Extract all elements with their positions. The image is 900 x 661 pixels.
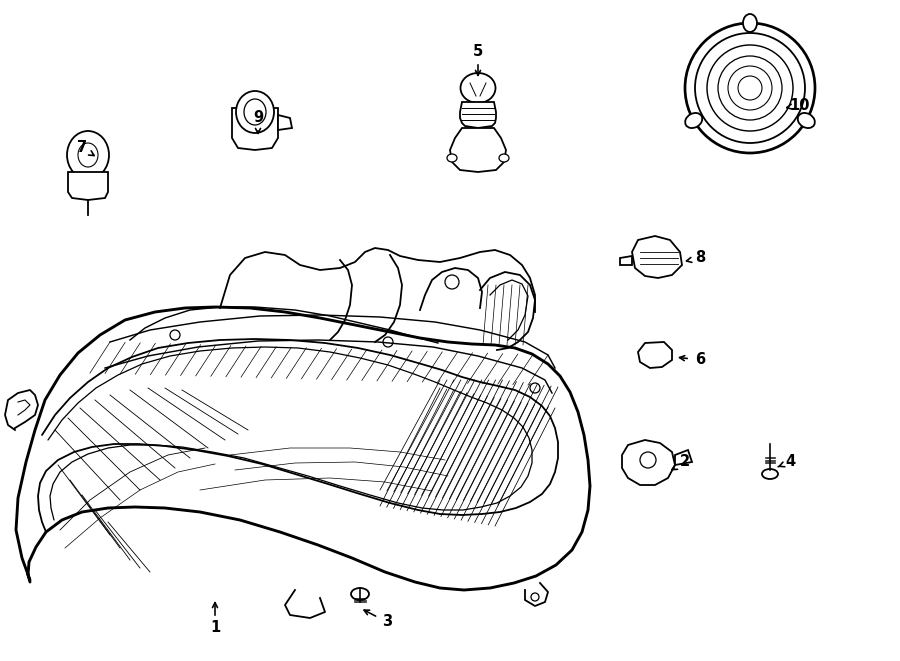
- Ellipse shape: [762, 469, 778, 479]
- Ellipse shape: [797, 113, 814, 128]
- Ellipse shape: [236, 91, 274, 133]
- Ellipse shape: [447, 154, 457, 162]
- Text: 2: 2: [680, 455, 690, 469]
- Polygon shape: [450, 128, 506, 172]
- Polygon shape: [460, 102, 496, 128]
- Text: 9: 9: [253, 110, 263, 126]
- Ellipse shape: [351, 588, 369, 600]
- Polygon shape: [232, 108, 278, 150]
- Ellipse shape: [685, 113, 702, 128]
- Text: 6: 6: [695, 352, 705, 368]
- Text: 8: 8: [695, 251, 705, 266]
- Polygon shape: [68, 172, 108, 200]
- Text: 1: 1: [210, 621, 220, 635]
- Ellipse shape: [67, 131, 109, 179]
- Text: 5: 5: [472, 44, 483, 59]
- Ellipse shape: [499, 154, 509, 162]
- Text: 7: 7: [76, 141, 87, 155]
- Ellipse shape: [743, 14, 757, 32]
- Polygon shape: [675, 450, 692, 465]
- Text: 4: 4: [785, 455, 795, 469]
- Polygon shape: [278, 115, 292, 130]
- Polygon shape: [632, 236, 682, 278]
- Circle shape: [685, 23, 815, 153]
- Text: 3: 3: [382, 615, 392, 629]
- Polygon shape: [638, 342, 672, 368]
- Polygon shape: [622, 440, 675, 485]
- Polygon shape: [620, 256, 632, 265]
- Ellipse shape: [461, 73, 496, 103]
- Text: 10: 10: [790, 98, 810, 112]
